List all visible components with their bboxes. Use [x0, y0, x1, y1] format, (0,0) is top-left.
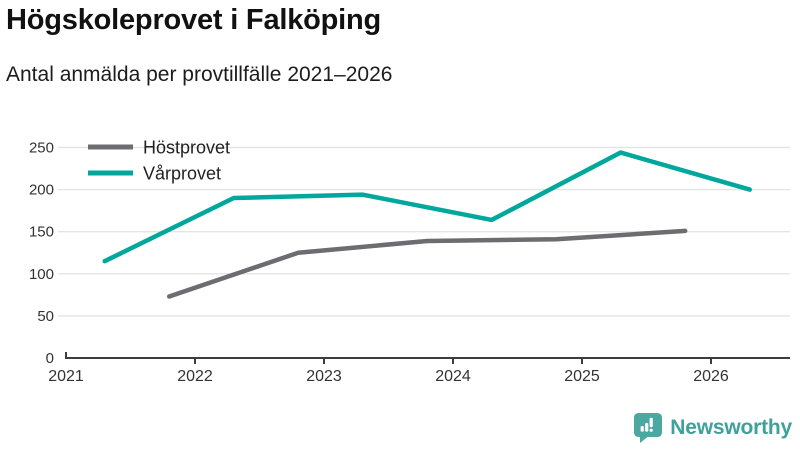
- x-tick-label-2022: 2022: [177, 368, 213, 385]
- chart-subtitle: Antal anmälda per provtillfälle 2021–202…: [6, 63, 393, 86]
- legend-label-vårprovet: Vårprovet: [143, 164, 221, 184]
- x-tick-label-2025: 2025: [564, 368, 600, 385]
- series-line-vårprovet: [102, 150, 752, 264]
- y-tick-label-200: 200: [29, 182, 54, 199]
- brand-wordmark: Newsworthy: [670, 415, 792, 439]
- y-tick-label-0: 0: [46, 350, 54, 367]
- x-tick-label-2021: 2021: [48, 368, 84, 385]
- y-tick-label-50: 50: [37, 308, 54, 325]
- newsworthy-speech-bubble-chart-icon: [634, 413, 663, 443]
- x-tick-label-2026: 2026: [693, 368, 729, 385]
- x-tick-label-2023: 2023: [306, 368, 342, 385]
- y-tick-label-250: 250: [29, 140, 54, 157]
- line-chart: 0 50 100 150 200 250 Höstprovet Vårprovet 2021 20…: [29, 138, 790, 385]
- page-title: Högskoleprovet i Falköping: [6, 4, 382, 36]
- x-tick-label-2024: 2024: [435, 368, 471, 385]
- chart-header: Högskoleprovet i Falköping Antal anmälda…: [6, 0, 392, 87]
- legend-label-höstprovet: Höstprovet: [143, 138, 230, 158]
- y-tick-label-150: 150: [29, 224, 54, 241]
- y-tick-label-100: 100: [29, 266, 54, 283]
- brand-footer: Newsworthy: [633, 412, 792, 443]
- series-line-höstprovet: [166, 228, 688, 299]
- x-axis-line: [65, 352, 790, 359]
